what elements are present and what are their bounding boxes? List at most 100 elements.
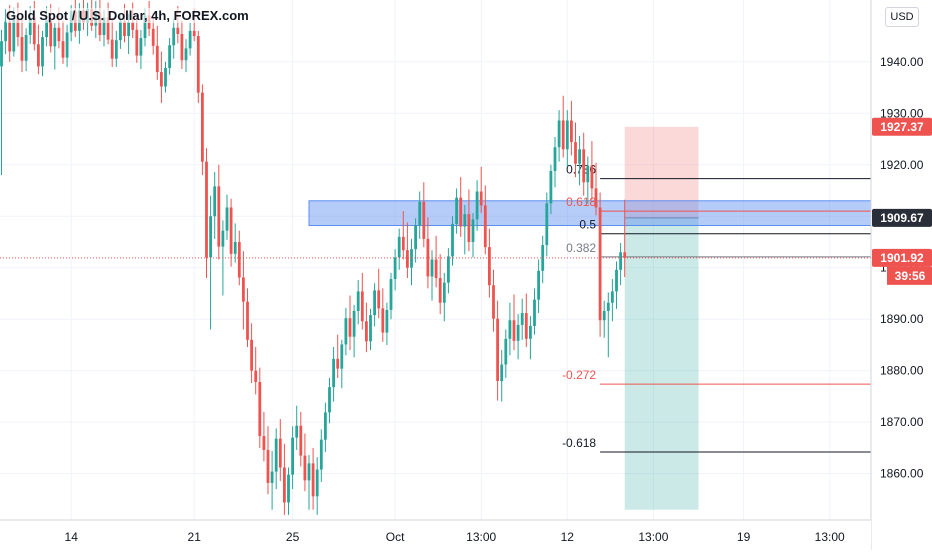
candle-body	[135, 29, 139, 56]
candle-body	[12, 18, 16, 52]
candle-body	[61, 41, 65, 58]
candle-body	[549, 170, 553, 204]
candle-body	[287, 474, 290, 503]
price-labels: 1927.37 1909.67 1901.92 39:56	[872, 117, 932, 285]
candle-body	[139, 38, 143, 56]
y-tick-label: 1890.00	[880, 312, 924, 326]
time-axis-background	[0, 520, 871, 550]
candle-body	[98, 12, 102, 36]
candle-body	[529, 325, 532, 339]
candle-body	[516, 324, 520, 341]
candle-body	[307, 463, 311, 481]
candle-body	[463, 214, 467, 227]
x-tick-label: Oct	[386, 530, 405, 544]
candle-body	[611, 291, 614, 303]
candle-body	[192, 30, 196, 37]
candle-body	[512, 320, 516, 341]
y-tick-label: 1930.00	[880, 106, 924, 120]
candle-body	[565, 120, 569, 150]
stop-loss-area	[624, 126, 699, 218]
price-label-text: 1927.37	[880, 120, 924, 134]
currency-button[interactable]: USD	[885, 7, 919, 27]
candle-body	[623, 252, 627, 258]
y-tick-label: 1860.00	[880, 467, 924, 481]
candle-body	[0, 41, 3, 67]
candle-body	[467, 214, 471, 242]
candle-body	[356, 291, 360, 311]
candle-body	[479, 191, 483, 206]
candle-body	[184, 48, 188, 61]
candle-body	[369, 315, 372, 342]
fib-level-label: -0.272	[562, 368, 596, 382]
candle-body	[20, 37, 24, 61]
candle-body	[406, 250, 409, 268]
candle-body	[426, 238, 430, 277]
candle-body	[606, 302, 610, 311]
price-label-box	[872, 248, 932, 267]
candle-body	[336, 358, 340, 369]
candle-body	[393, 257, 397, 280]
candle-body	[500, 364, 504, 381]
candle-body	[319, 439, 323, 470]
candle-body	[213, 186, 217, 217]
candle-body	[520, 313, 524, 325]
candle-body	[106, 17, 110, 40]
candle-body	[590, 165, 594, 189]
fib-level-label: -0.618	[562, 436, 596, 450]
candle-body	[24, 35, 28, 61]
candle-body	[242, 277, 245, 302]
candle-body	[127, 22, 130, 37]
candle-body	[447, 256, 450, 283]
candle-body	[32, 17, 36, 45]
x-tick-label: 19	[737, 530, 751, 544]
candle-body	[41, 37, 44, 67]
candle-body	[377, 290, 381, 309]
candle-body	[574, 142, 577, 164]
candle-body	[102, 17, 106, 36]
candle-body	[299, 425, 303, 456]
candle-body	[389, 279, 393, 310]
candle-body	[385, 309, 389, 333]
candle-body	[160, 72, 163, 87]
candle-body	[578, 149, 581, 164]
candle-body	[537, 270, 540, 300]
candle-body	[49, 20, 53, 47]
long-short-position-tool[interactable]	[624, 126, 699, 510]
candle-body	[459, 197, 463, 227]
x-tick-label: 13:00	[638, 530, 668, 544]
candle-body	[533, 299, 536, 326]
candle-body	[119, 21, 122, 41]
x-tick-label: 25	[286, 530, 300, 544]
x-tick-label: 13:00	[466, 530, 496, 544]
candle-body	[262, 436, 266, 450]
candle-body	[233, 241, 237, 254]
candle-body	[151, 28, 155, 46]
candle-body	[422, 201, 426, 239]
candle-body	[221, 230, 225, 247]
candle-body	[114, 40, 118, 59]
candle-body	[237, 241, 241, 278]
candle-body	[615, 269, 618, 292]
candle-body	[430, 259, 434, 277]
candle-body	[225, 207, 229, 231]
candle-body	[311, 463, 315, 497]
candle-body	[295, 425, 299, 438]
candle-body	[315, 469, 319, 497]
candle-body	[401, 236, 405, 251]
candle-body	[4, 21, 7, 42]
candle-body	[455, 197, 458, 224]
candle-body	[557, 120, 561, 148]
candle-body	[508, 320, 512, 339]
candle-body	[594, 188, 598, 208]
candle-body	[45, 20, 48, 38]
candle-body	[598, 207, 602, 321]
candle-body	[229, 207, 233, 254]
take-profit-area	[624, 217, 699, 510]
candle-body	[168, 45, 171, 68]
candle-body	[254, 370, 258, 383]
candle-body	[340, 344, 344, 369]
